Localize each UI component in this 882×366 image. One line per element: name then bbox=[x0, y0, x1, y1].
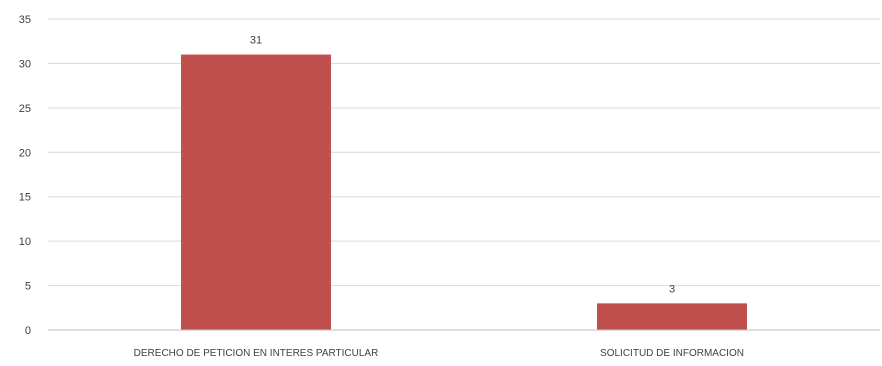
gridlines bbox=[48, 18, 880, 287]
y-axis-tick-labels: 0 5 10 15 20 25 30 35 bbox=[19, 14, 31, 337]
y-tick-label: 20 bbox=[19, 147, 31, 159]
y-tick-label: 35 bbox=[19, 14, 31, 26]
bar-2 bbox=[597, 303, 747, 330]
bars bbox=[181, 54, 747, 331]
y-tick-label: 25 bbox=[19, 103, 31, 115]
bar-1 bbox=[181, 54, 331, 331]
x-axis-category-labels: DERECHO DE PETICION EN INTERES PARTICULA… bbox=[134, 348, 744, 359]
y-tick-label: 0 bbox=[25, 325, 31, 337]
data-labels: 31 3 bbox=[250, 35, 675, 296]
y-tick-label: 30 bbox=[19, 58, 31, 70]
data-label-1: 31 bbox=[250, 35, 262, 47]
x-category-label-2: SOLICITUD DE INFORMACION bbox=[600, 348, 744, 359]
y-tick-label: 5 bbox=[25, 281, 31, 293]
y-tick-label: 10 bbox=[19, 236, 31, 248]
x-category-label-1: DERECHO DE PETICION EN INTERES PARTICULA… bbox=[134, 348, 379, 359]
data-label-2: 3 bbox=[669, 283, 675, 295]
y-tick-label: 15 bbox=[19, 192, 31, 204]
